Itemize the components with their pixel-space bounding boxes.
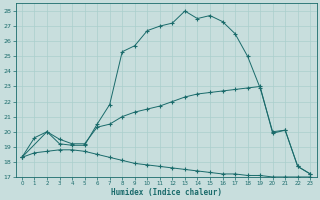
X-axis label: Humidex (Indice chaleur): Humidex (Indice chaleur) [111, 188, 221, 197]
